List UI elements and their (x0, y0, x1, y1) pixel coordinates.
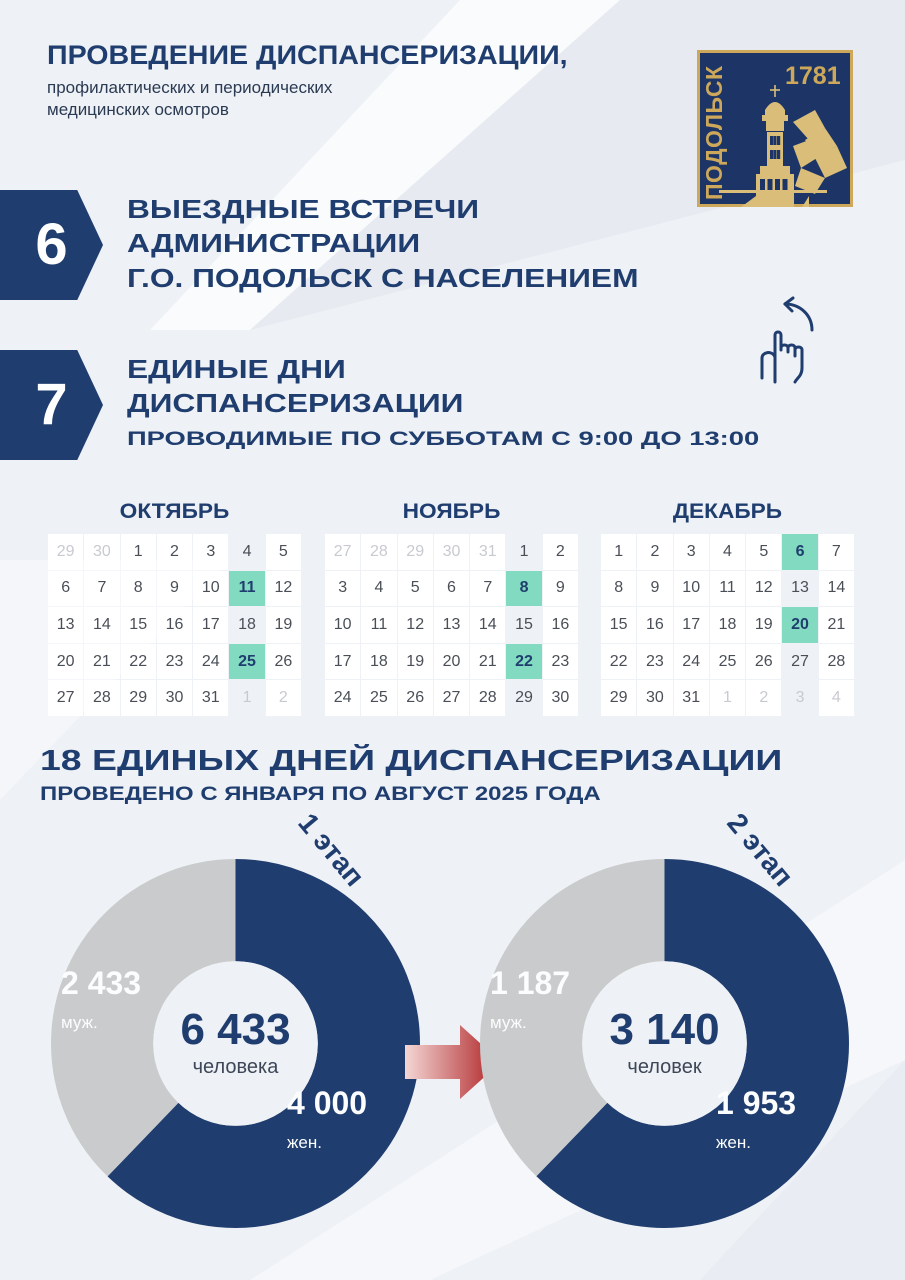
svg-text:ПОДОЛЬСК: ПОДОЛЬСК (701, 65, 727, 200)
svg-text:1781: 1781 (785, 62, 841, 90)
